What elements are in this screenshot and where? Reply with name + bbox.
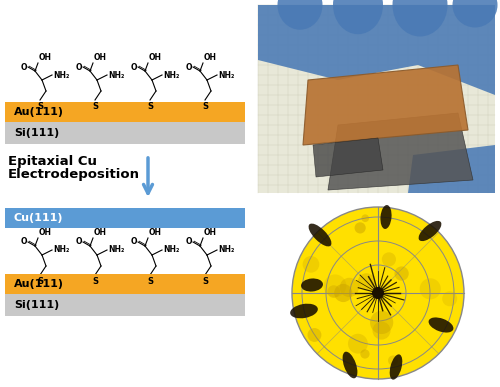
Text: NH₂: NH₂ bbox=[108, 245, 124, 255]
Text: OH: OH bbox=[149, 53, 162, 62]
Circle shape bbox=[348, 334, 368, 354]
Bar bbox=[5, 208, 245, 228]
Text: OH: OH bbox=[149, 228, 162, 237]
FancyArrowPatch shape bbox=[144, 158, 152, 194]
Polygon shape bbox=[408, 145, 495, 193]
Text: S: S bbox=[37, 277, 43, 286]
Ellipse shape bbox=[380, 205, 392, 229]
Text: O: O bbox=[186, 238, 192, 247]
Ellipse shape bbox=[308, 224, 332, 247]
Text: S: S bbox=[202, 277, 208, 286]
Circle shape bbox=[372, 287, 384, 299]
Text: NH₂: NH₂ bbox=[218, 245, 234, 255]
Circle shape bbox=[362, 214, 369, 222]
Bar bbox=[258, 5, 495, 193]
Ellipse shape bbox=[301, 279, 323, 291]
Circle shape bbox=[328, 285, 340, 298]
Circle shape bbox=[372, 322, 390, 339]
Polygon shape bbox=[313, 138, 383, 177]
Text: S: S bbox=[92, 277, 98, 286]
Text: Si(111): Si(111) bbox=[14, 128, 60, 138]
Ellipse shape bbox=[452, 0, 498, 27]
Text: NH₂: NH₂ bbox=[53, 70, 70, 79]
Text: S: S bbox=[92, 102, 98, 111]
Circle shape bbox=[388, 355, 398, 366]
Ellipse shape bbox=[392, 0, 448, 36]
Ellipse shape bbox=[278, 0, 322, 30]
Text: S: S bbox=[202, 102, 208, 111]
Text: Au(111): Au(111) bbox=[14, 279, 64, 289]
Ellipse shape bbox=[342, 352, 357, 378]
Polygon shape bbox=[328, 113, 473, 190]
Circle shape bbox=[334, 284, 352, 302]
Text: NH₂: NH₂ bbox=[108, 70, 124, 79]
Ellipse shape bbox=[333, 0, 383, 34]
Polygon shape bbox=[303, 65, 468, 145]
Bar bbox=[5, 274, 245, 294]
Text: O: O bbox=[20, 238, 27, 247]
Ellipse shape bbox=[428, 317, 454, 332]
Text: O: O bbox=[76, 62, 82, 72]
Text: Electrodeposition: Electrodeposition bbox=[8, 168, 140, 181]
Circle shape bbox=[420, 278, 441, 300]
Circle shape bbox=[308, 328, 322, 342]
Polygon shape bbox=[258, 5, 495, 95]
Circle shape bbox=[360, 349, 370, 359]
Text: S: S bbox=[37, 102, 43, 111]
Circle shape bbox=[442, 291, 457, 306]
Text: OH: OH bbox=[204, 53, 217, 62]
Text: S: S bbox=[147, 102, 153, 111]
Circle shape bbox=[354, 222, 366, 233]
Text: Cu(111): Cu(111) bbox=[14, 213, 64, 223]
Circle shape bbox=[382, 252, 396, 267]
Text: OH: OH bbox=[39, 53, 52, 62]
Text: Epitaxial Cu: Epitaxial Cu bbox=[8, 155, 97, 168]
Text: Si(111): Si(111) bbox=[14, 300, 60, 310]
Bar bbox=[5, 294, 245, 316]
Text: NH₂: NH₂ bbox=[163, 70, 180, 79]
Ellipse shape bbox=[418, 221, 442, 241]
Text: Au(111): Au(111) bbox=[14, 107, 64, 117]
Circle shape bbox=[324, 274, 346, 297]
Ellipse shape bbox=[290, 304, 318, 319]
Text: O: O bbox=[76, 238, 82, 247]
Circle shape bbox=[370, 311, 394, 334]
Ellipse shape bbox=[390, 354, 402, 380]
Text: OH: OH bbox=[94, 53, 107, 62]
Text: OH: OH bbox=[204, 228, 217, 237]
Circle shape bbox=[292, 207, 464, 379]
Circle shape bbox=[358, 273, 375, 291]
Text: NH₂: NH₂ bbox=[218, 70, 234, 79]
Bar bbox=[5, 122, 245, 144]
Circle shape bbox=[340, 278, 359, 297]
Text: OH: OH bbox=[39, 228, 52, 237]
Bar bbox=[5, 102, 245, 122]
Text: O: O bbox=[130, 238, 137, 247]
Text: O: O bbox=[130, 62, 137, 72]
Text: O: O bbox=[20, 62, 27, 72]
Circle shape bbox=[302, 256, 320, 273]
Text: OH: OH bbox=[94, 228, 107, 237]
Text: S: S bbox=[147, 277, 153, 286]
Circle shape bbox=[394, 266, 408, 281]
Text: NH₂: NH₂ bbox=[163, 245, 180, 255]
Text: NH₂: NH₂ bbox=[53, 245, 70, 255]
Text: O: O bbox=[186, 62, 192, 72]
